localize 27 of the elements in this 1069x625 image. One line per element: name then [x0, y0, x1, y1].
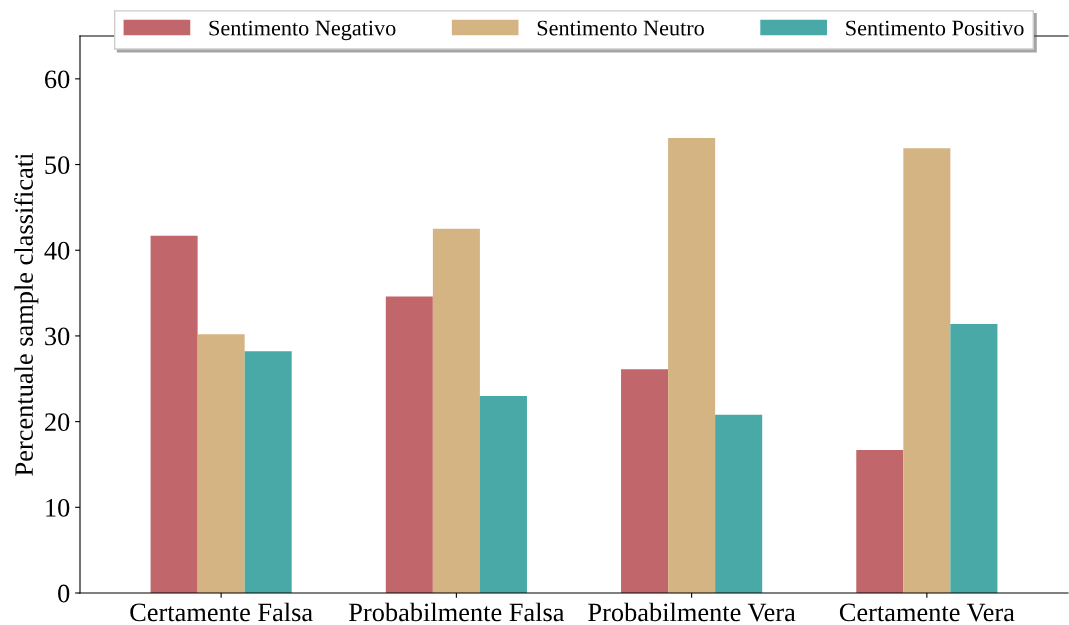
bar	[244, 351, 292, 593]
y-axis-title: Percentuale sample classificati	[14, 153, 39, 476]
bar	[479, 395, 527, 593]
y-tick-label: 0	[58, 584, 70, 603]
x-tick-label: Certamente Vera	[839, 603, 1015, 622]
y-tick-label: 10	[46, 498, 70, 517]
y-tick-label: 40	[44, 241, 70, 260]
x-tick-label: Certamente Falsa	[130, 602, 313, 622]
bar	[197, 334, 245, 593]
y-tick-label: 20	[45, 413, 70, 432]
legend-label: Sentimento Positivo	[846, 20, 1024, 36]
legend-label: Sentimento Neutro	[537, 20, 704, 36]
y-tick-label: 50	[45, 156, 70, 174]
bar	[903, 148, 951, 593]
bar	[856, 449, 904, 593]
bar	[432, 228, 480, 593]
x-tick-label: Probabilmente Falsa	[349, 602, 565, 622]
bar	[950, 323, 998, 593]
bar	[715, 414, 763, 593]
y-tick-label: 30	[45, 327, 70, 346]
bar	[621, 369, 669, 593]
bar	[150, 235, 198, 593]
bar	[668, 137, 716, 593]
y-tick-label: 60	[45, 70, 70, 89]
bar	[385, 296, 433, 593]
x-tick-label: Probabilmente Vera	[588, 602, 796, 622]
legend-label: Sentimento Negativo	[209, 20, 396, 41]
